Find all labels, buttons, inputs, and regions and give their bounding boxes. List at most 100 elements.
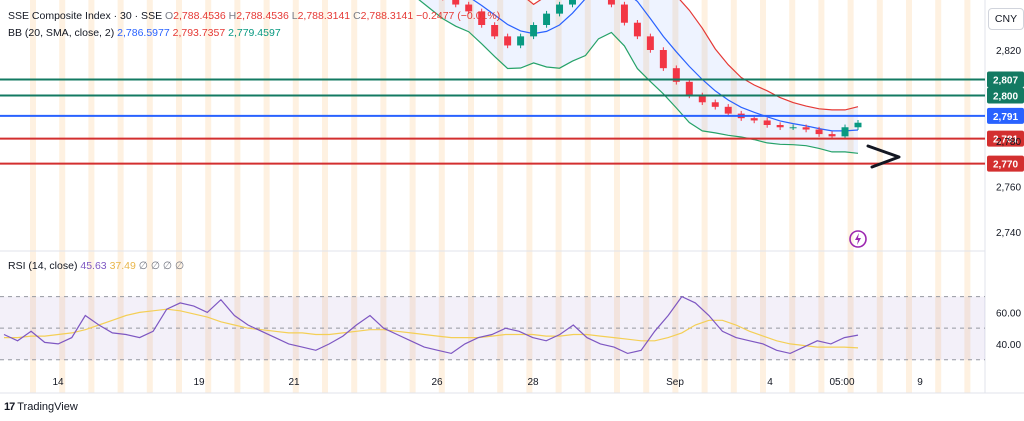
level-label: 2,770 <box>993 160 1018 171</box>
price-tick: 2,780 <box>996 137 1021 148</box>
candle-body <box>802 127 810 130</box>
branding-text: TradingView <box>17 401 78 413</box>
session-stripe <box>176 0 182 393</box>
time-tick: 14 <box>52 377 64 388</box>
currency-button[interactable]: CNY <box>988 8 1024 30</box>
price-axis: 2,820 2,780 2,760 2,740 <box>996 46 1021 239</box>
session-stripe <box>847 0 854 393</box>
session-stripe <box>730 0 737 393</box>
session-stripe <box>468 0 474 393</box>
session-stripe <box>409 0 416 393</box>
session-stripe <box>935 0 942 393</box>
rsi-tick: 60.00 <box>996 308 1021 319</box>
candle-body <box>517 36 525 46</box>
rsi-tick: 40.00 <box>996 340 1021 351</box>
time-tick: 05:00 <box>829 377 854 388</box>
level-label-bg <box>987 155 1024 172</box>
close-value: 2,788.3141 <box>360 10 414 22</box>
session-stripes <box>30 0 971 393</box>
session-stripe <box>789 0 796 393</box>
candle-body <box>815 129 823 135</box>
candle-body <box>659 50 667 69</box>
level-label: 2,800 <box>993 91 1018 102</box>
session-stripe <box>555 0 562 393</box>
candle-body <box>854 122 862 128</box>
tradingview-logo[interactable]: 17 TradingView <box>4 401 78 413</box>
candle-body <box>465 4 473 12</box>
session-stripe <box>584 0 591 393</box>
session-stripe <box>497 0 504 393</box>
tv-logo-icon: 17 <box>4 401 15 413</box>
level-label: 2,807 <box>993 76 1018 87</box>
level-label-bg <box>987 130 1024 147</box>
bb-upper: 2,793.7357 <box>172 27 226 39</box>
price-tick: 2,760 <box>996 182 1021 193</box>
rsi-line <box>3 295 859 355</box>
rsi-axis: 60.00 40.00 <box>996 308 1021 351</box>
candle-body <box>711 102 719 107</box>
bb-label[interactable]: BB (20, SMA, close, 2) <box>8 27 115 39</box>
low-label: L <box>291 10 298 22</box>
symbol-title[interactable]: SSE Composite Index · 30 · SSE <box>8 10 163 22</box>
session-stripe <box>614 0 620 393</box>
high-value: 2,788.4536 <box>236 10 289 22</box>
main-legend: SSE Composite Index · 30 · SSE O2,788.45… <box>8 10 500 22</box>
candle-body <box>569 0 576 5</box>
session-stripe <box>351 0 358 393</box>
session-stripe <box>88 0 95 393</box>
session-stripe <box>234 0 241 393</box>
low-value: 2,788.3141 <box>297 10 351 22</box>
level-label: 2,791 <box>993 112 1018 123</box>
session-stripe <box>643 0 650 393</box>
candle-body <box>607 0 615 5</box>
rsi-pane <box>0 295 985 361</box>
session-stripe <box>146 0 153 393</box>
time-tick: 9 <box>917 377 923 388</box>
time-tick: Sep <box>666 377 684 388</box>
bb-basis: 2,786.5977 <box>117 27 170 39</box>
candle-body <box>620 4 628 23</box>
candle-body <box>530 25 538 37</box>
session-stripe <box>760 0 766 393</box>
candle-body <box>724 106 732 114</box>
session-stripe <box>117 0 124 393</box>
rsi-ma-value: 37.49 <box>109 260 136 272</box>
price-tick: 2,740 <box>996 228 1021 239</box>
rsi-value: 45.63 <box>80 260 107 272</box>
level-label-bg <box>987 71 1024 88</box>
candle-body <box>478 11 486 25</box>
candlesticks[interactable] <box>297 0 862 140</box>
time-tick: 19 <box>193 377 205 388</box>
rsi-legend: RSI (14, close) 45.63 37.49 ∅ ∅ ∅ ∅ <box>8 260 184 272</box>
bb-lower: 2,779.4597 <box>228 27 281 39</box>
lightning-icon[interactable] <box>848 229 868 249</box>
arrow-annotation[interactable] <box>866 144 901 169</box>
session-stripe <box>292 0 299 393</box>
candle-body <box>685 81 693 96</box>
horizontal-levels[interactable]: 2,807 2,800 2,791 2,781 2,770 <box>0 71 1024 172</box>
arrow-head <box>866 144 901 169</box>
time-tick: 21 <box>288 377 300 388</box>
rsi-ma-line <box>4 308 859 349</box>
candle-body <box>543 13 551 25</box>
rsi-extra-values: ∅ ∅ ∅ ∅ <box>138 260 185 272</box>
candle-body <box>646 36 654 50</box>
candle-body <box>776 125 784 128</box>
rsi-label[interactable]: RSI (14, close) <box>8 260 78 272</box>
bb-upper-line <box>527 0 859 111</box>
price-tick: 2,820 <box>996 46 1021 57</box>
candle-body <box>763 120 771 125</box>
candle-body <box>452 0 460 5</box>
time-axis: 14 19 21 26 28 Sep 4 05:00 9 <box>52 377 923 388</box>
session-stripe <box>59 0 66 393</box>
session-stripe <box>380 0 387 393</box>
candle-body <box>698 95 706 103</box>
session-stripe <box>964 0 971 393</box>
session-stripe <box>906 0 912 393</box>
level-label-bg <box>987 107 1024 124</box>
candle-body <box>504 36 512 46</box>
session-stripe <box>322 0 328 393</box>
session-stripe <box>438 0 445 393</box>
session-stripe <box>30 0 36 393</box>
time-tick: 26 <box>431 377 443 388</box>
